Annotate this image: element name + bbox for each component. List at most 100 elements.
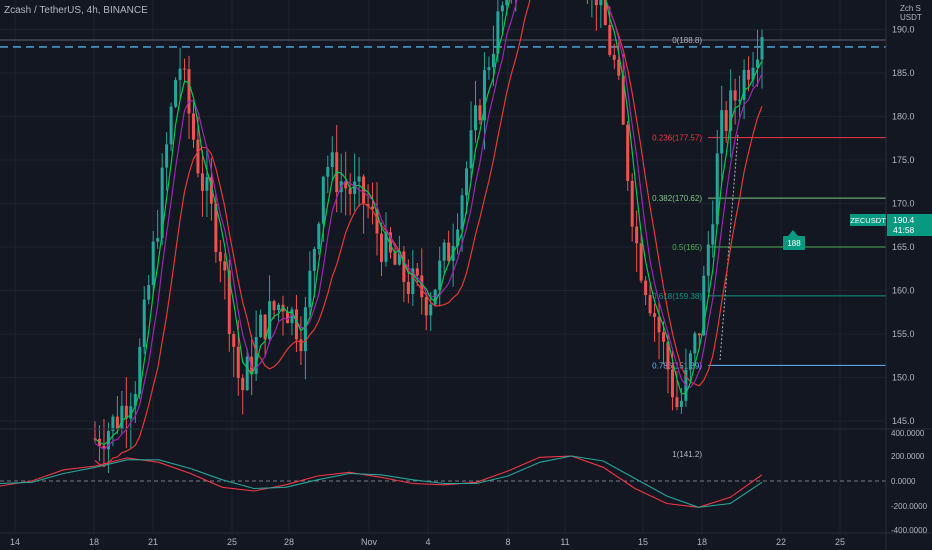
candle-body-74 — [424, 297, 428, 316]
candle-body-31 — [232, 333, 236, 347]
fib-label-2: 0.382(170.62) — [652, 194, 702, 203]
time-tick-1: 18 — [89, 537, 99, 547]
candle-body-11 — [142, 299, 146, 347]
candle-body-46 — [299, 339, 303, 352]
candles — [93, 0, 764, 474]
candle-body-52 — [326, 167, 330, 177]
fib-label-1: 0.236(177.57) — [652, 134, 702, 143]
candle-body-22 — [191, 113, 195, 140]
candle-body-133 — [688, 353, 692, 370]
candle-body-6 — [120, 405, 124, 430]
candle-body-20 — [183, 68, 187, 70]
candle-body-61 — [366, 204, 370, 207]
candle-body-79 — [447, 242, 451, 261]
candle-body-45 — [294, 309, 298, 340]
candle-body-119 — [626, 124, 630, 182]
fib-label-6: 1(141.2) — [672, 450, 702, 459]
time-tick-3: 25 — [227, 537, 237, 547]
candle-body-81 — [456, 229, 460, 246]
candle-body-77 — [438, 260, 442, 290]
time-tick-5: Nov — [361, 537, 378, 547]
candle-body-144 — [738, 99, 742, 101]
countdown-label: 41:58 — [893, 225, 915, 235]
candle-body-129 — [670, 369, 674, 398]
candle-body-123 — [644, 280, 648, 296]
candle-body-25 — [205, 177, 209, 191]
candle-body-15 — [160, 167, 164, 239]
candle-body-86 — [478, 105, 482, 121]
candle-body-128 — [666, 341, 670, 370]
projection-line — [719, 133, 739, 361]
time-tick-0: 14 — [10, 537, 20, 547]
candle-body-28 — [218, 251, 222, 262]
fib-label-3: 0.5(165) — [672, 243, 702, 252]
candle-body-145 — [742, 69, 746, 100]
candle-body-66 — [388, 232, 392, 253]
candle-body-92 — [505, 0, 509, 6]
price-tick-11: 180.0 — [892, 112, 915, 122]
candle-body-140 — [720, 110, 724, 154]
candle-body-10 — [138, 346, 142, 394]
ma-fast-line — [94, 0, 763, 446]
osc-series-1 — [0, 455, 763, 508]
candle-body-136 — [702, 275, 706, 336]
candle-body-115 — [608, 24, 612, 55]
time-tick-10: 18 — [697, 537, 707, 547]
candle-body-122 — [639, 243, 643, 281]
last-price-box — [887, 214, 932, 236]
candle-body-30 — [227, 270, 231, 334]
horizontal-lines — [0, 39, 886, 48]
candle-body-58 — [353, 181, 357, 194]
candle-body-148 — [756, 59, 760, 68]
price-tick-14: 165.0 — [892, 242, 915, 252]
candle-body-143 — [733, 90, 737, 101]
candle-body-139 — [715, 153, 719, 225]
candle-body-125 — [653, 313, 657, 318]
time-tick-4: 28 — [284, 537, 294, 547]
candle-body-49 — [312, 249, 316, 271]
candle-body-141 — [724, 110, 728, 131]
candle-body-23 — [196, 139, 200, 174]
candle-body-73 — [420, 275, 424, 298]
candle-body-130 — [675, 397, 679, 408]
candle-body-48 — [308, 270, 312, 308]
price-tick-18: 145.0 — [892, 416, 915, 426]
price-tick-16: 155.0 — [892, 329, 915, 339]
candle-body-43 — [285, 311, 289, 324]
candle-body-42 — [281, 304, 285, 312]
candle-body-39 — [268, 301, 272, 340]
time-tick-2: 21 — [148, 537, 158, 547]
ma-slow-line — [94, 0, 763, 468]
candle-body-121 — [635, 226, 639, 244]
candle-body-90 — [496, 11, 500, 54]
candle-body-124 — [648, 295, 652, 314]
candle-body-84 — [469, 130, 473, 169]
price-tick-12: 175.0 — [892, 155, 915, 165]
candle-body-126 — [657, 317, 661, 333]
candle-body-60 — [362, 176, 366, 205]
price-tick-9: 190.0 — [892, 25, 915, 35]
candle-body-13 — [151, 241, 155, 286]
candle-body-72 — [415, 268, 419, 276]
candle-body-89 — [491, 53, 495, 68]
candle-body-70 — [406, 281, 410, 295]
osc-series-0 — [0, 455, 763, 508]
target-badge-box — [783, 236, 805, 250]
axis-labels: 235.0230.0225.0220.0215.0210.0205.0200.0… — [10, 4, 932, 547]
osc-tick-4: -400.0000 — [891, 526, 928, 535]
candle-body-26 — [209, 177, 213, 204]
candle-body-91 — [500, 5, 504, 12]
target-badge-pointer — [788, 230, 798, 236]
candle-body-117 — [617, 59, 621, 76]
candle-body-24 — [200, 173, 204, 191]
candle-body-120 — [630, 181, 634, 227]
candle-body-82 — [460, 195, 464, 230]
candle-body-2 — [102, 445, 106, 450]
osc-tick-0: 400.0000 — [891, 429, 925, 438]
target-badge-label: 188 — [787, 239, 801, 248]
ticker-label: ZECUSDT — [850, 216, 886, 225]
candle-body-57 — [348, 188, 352, 194]
candle-body-40 — [272, 301, 276, 311]
candle-body-32 — [236, 346, 240, 378]
